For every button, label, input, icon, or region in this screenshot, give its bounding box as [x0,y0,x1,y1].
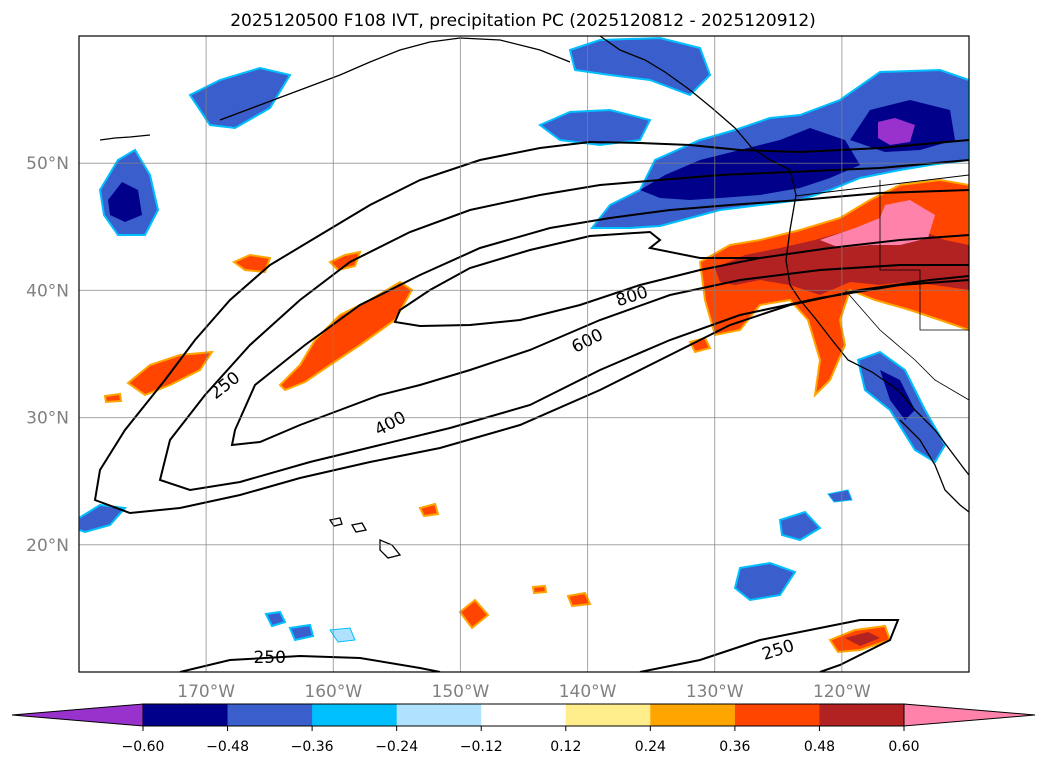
coastlines [99,36,969,559]
longitude-labels: 170°W 160°W 150°W 140°W 130°W 120°W [177,682,871,702]
precip-pos-small-4 [566,591,592,608]
colorbar-bin [734,704,820,726]
coastline-aleutians [99,134,151,141]
precip-neg-east-pacific [733,561,797,602]
precip-neg-bc-coast [568,36,712,97]
colorbar: −0.60 −0.48 −0.36 −0.24 −0.12 0.12 0.24 0.36 0.4… [11,703,1036,755]
colorbar-tick-label: 0.36 [719,739,750,755]
lon-tick-label: 160°W [304,682,362,702]
ivt-contour-600 [230,189,969,447]
precip-neg-aleutian [188,66,292,130]
border-us-canada [794,174,969,197]
lon-tick-label: 140°W [559,682,617,702]
colorbar-bin [819,704,905,726]
precip-pos-small-7 [103,392,123,404]
latitude-labels: 50°N 40°N 30°N 20°N [26,154,69,556]
colorbar-tick-label: 0.24 [635,739,666,755]
border-states-1 [879,180,969,331]
precip-pos-small-5 [418,502,440,518]
colorbar-tick-label: −0.36 [291,739,334,755]
precip-neg-small-2 [827,489,853,503]
precip-neg-gulf-alaska [538,108,652,147]
colorbar-tick-label: −0.48 [206,739,249,755]
precip-neg-hawaii-south-2 [288,623,315,642]
ivt-contour-250-south-b [639,619,900,672]
precip-pos-south-east-core [845,632,880,646]
colorbar-bin [227,704,313,726]
precip-neg-southern-calif-core [880,370,915,420]
border-ca-nv [844,289,969,401]
lat-tick-label: 20°N [26,536,69,556]
lon-tick-label: 120°W [813,682,871,702]
colorbar-under-extension [11,703,144,727]
lat-tick-label: 30°N [26,409,69,429]
ivt-contours [93,139,969,672]
precip-neg-subtropics [79,503,128,534]
lat-tick-label: 40°N [26,281,69,301]
precip-pos-small-3 [458,598,490,630]
lon-tick-label: 170°W [177,682,235,702]
precip-neg-small-1 [329,627,356,643]
lat-tick-label: 50°N [26,154,69,174]
colorbar-over-extension [903,703,1036,727]
coastline-alaska-peninsula [219,37,571,121]
precip-neg-core [640,128,860,200]
precip-pos-max [820,200,935,248]
colorbar-bin [565,704,651,726]
map-frame [78,35,970,673]
hawaii-islands [328,517,402,559]
ivt-contour-400 [158,159,969,492]
colorbar-tick-label: 0.60 [888,739,919,755]
colorbar-tick-label: 0.12 [550,739,581,755]
colorbar-tick-label: −0.24 [375,739,418,755]
coastline-north-america [599,36,969,476]
colorbar-tick-label: −0.60 [122,739,165,755]
colorbar-bin [143,704,229,726]
precip-pos-small-1 [232,253,272,274]
precip-pos-small-6 [531,584,548,595]
contour-label: 250 [253,648,285,668]
coastline-baja [899,419,969,513]
colorbar-tick-label: −0.12 [460,739,503,755]
colorbar-outline [142,703,905,727]
colorbar-bin [396,704,482,726]
colorbar-tick-label: 0.48 [804,739,835,755]
graticule [79,36,969,672]
figure-title: 2025120500 F108 IVT, precipitation PC (2… [230,11,816,31]
lon-tick-label: 150°W [432,682,490,702]
colorbar-bin [481,704,567,726]
precip-neg-east-pacific-2 [778,510,822,542]
ivt-contour-250 [93,139,969,515]
lon-tick-label: 130°W [686,682,744,702]
ivt-contour-800 [393,230,969,328]
precip-neg-max [878,118,915,145]
colorbar-bin [312,704,398,726]
precip-neg-west-core [108,182,142,222]
precip-neg-hawaii-south [264,610,287,628]
ivt-contour-250-south-a [179,654,441,672]
precip-negative-shading [79,36,969,643]
colorbar-bin [650,704,736,726]
